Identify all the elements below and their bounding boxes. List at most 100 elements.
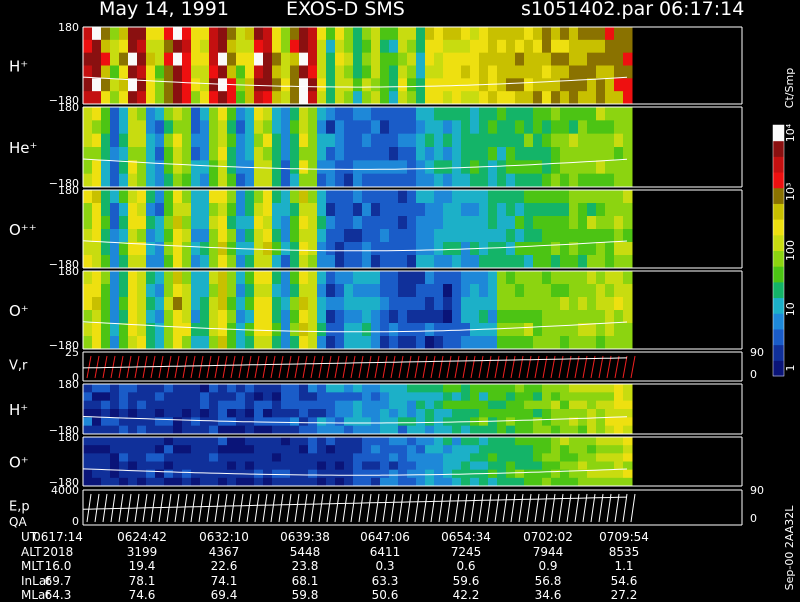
heatmap-cell [362,323,372,337]
heatmap-cell [416,203,426,217]
heatmap-cell [83,409,93,418]
heatmap-cell [227,216,237,230]
heatmap-cell [524,425,534,435]
heatmap-cell [362,392,372,402]
heatmap-cell [119,400,129,410]
heatmap-cell [353,400,363,410]
heatmap-cell [236,173,246,188]
heatmap-cell [569,425,579,435]
heatmap-cell [173,310,183,324]
heatmap-cell [290,384,300,393]
heatmap-cell [137,425,147,435]
heatmap-cell [371,242,381,256]
heatmap-cell [335,91,345,105]
heatmap-cell [434,409,444,418]
heatmap-cell [182,425,192,435]
heatmap-cell [218,52,228,66]
heatmap-cell [533,323,543,337]
heatmap-cell [362,400,372,410]
heatmap-cell [308,173,318,188]
heatmap-cell [146,417,156,427]
heatmap-cell [371,91,381,105]
heatmap-cell [209,52,219,66]
heatmap-cell [578,160,588,175]
heatmap-cell [236,453,246,462]
y-min-tick: −180 [49,177,79,190]
heatmap-cell [407,323,417,337]
heatmap-cell [587,271,597,285]
heatmap-cell [164,392,174,402]
heatmap-cell [443,65,453,79]
heatmap-cell [191,242,201,256]
heatmap-cell [623,120,633,135]
heatmap-cell [92,133,102,148]
heatmap-cell [92,392,102,402]
heatmap-cell [110,461,120,471]
heatmap-cell [263,323,273,337]
heatmap-cell [578,27,588,41]
heatmap-cell [335,271,345,285]
y-max-tick: 180 [58,101,79,114]
heatmap-cell [623,297,633,311]
heatmap-cell [398,147,408,161]
heatmap-cell [191,461,201,471]
heatmap-cell [164,437,174,446]
heatmap-cell [434,469,444,479]
heatmap-cell [371,284,381,298]
heatmap-cell [344,477,354,487]
heatmap-cell [515,400,525,410]
heatmap-cell [497,323,507,337]
heatmap-cell [605,203,615,217]
heatmap-cell [587,242,597,256]
heatmap-cell [155,190,165,204]
heatmap-cell [461,229,471,243]
heatmap-cell [479,310,489,324]
heatmap-cell [83,461,93,471]
heatmap-cell [515,310,525,324]
heatmap-cell [542,477,552,487]
heatmap-cell [497,336,507,350]
heatmap-cell [443,445,453,454]
heatmap-cell [191,336,201,350]
heatmap-cell [623,255,633,269]
heatmap-cell [101,284,111,298]
heatmap-cell [290,323,300,337]
heatmap-cell [254,409,264,418]
heatmap-cell [614,417,624,427]
heatmap-cell [488,469,498,479]
heatmap-cell [533,392,543,402]
y-max-tick: 25 [65,346,79,359]
heatmap-cell [542,409,552,418]
heatmap-cell [335,297,345,311]
heatmap-cell [128,216,138,230]
heatmap-cell [425,229,435,243]
heatmap-cell [425,437,435,446]
heatmap-cell [227,190,237,204]
heatmap-cell [506,255,516,269]
heatmap-cell [425,39,435,54]
heatmap-cell [488,65,498,79]
heatmap-cell [272,469,282,479]
heatmap-cell [191,78,201,92]
heatmap-cell [506,437,516,446]
heatmap-cell [101,147,111,161]
heatmap-cell [83,78,93,92]
heatmap-cell [272,400,282,410]
heatmap-cell [227,297,237,311]
heatmap-cell [227,437,237,446]
heatmap-cell [245,445,255,454]
ephemeris-row-label: UT [21,530,38,544]
heatmap-cell [299,469,309,479]
heatmap-cell [389,336,399,350]
heatmap-cell [551,323,561,337]
heatmap-cell [596,336,606,350]
heatmap-cell [191,400,201,410]
heatmap-cell [227,120,237,135]
heatmap-cell [209,120,219,135]
heatmap-cell [605,310,615,324]
heatmap-cell [569,27,579,41]
heatmap-cell [515,284,525,298]
heatmap-cell [344,78,354,92]
heatmap-cell [587,39,597,54]
heatmap-cell [434,310,444,324]
